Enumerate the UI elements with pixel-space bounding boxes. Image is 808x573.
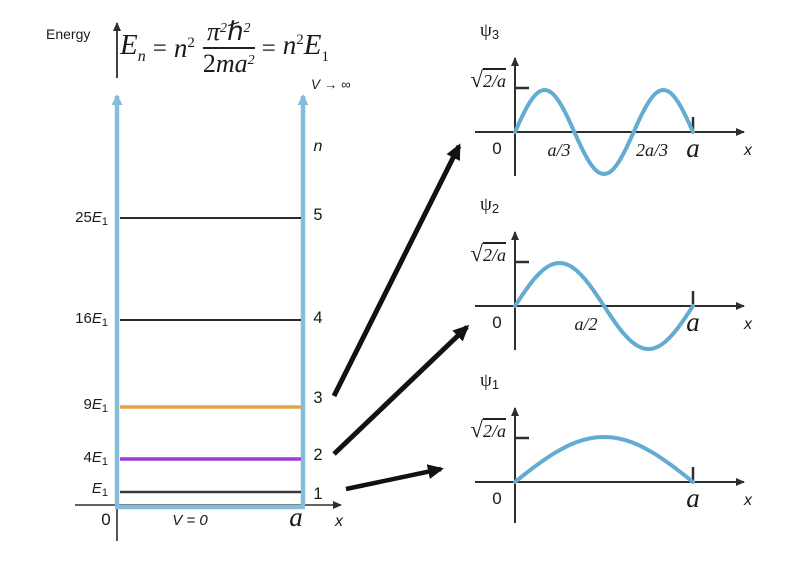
well-width-label: a: [289, 502, 303, 532]
psi1-x-axis-label: x: [744, 492, 752, 509]
formula-equals-1: =: [152, 34, 167, 62]
arrow-n1-to-psi1: [345, 464, 444, 492]
formula-lhs: En: [120, 29, 146, 65]
psi1-origin-label: 0: [492, 489, 502, 508]
psi3-tick-a3: a/3: [547, 140, 571, 160]
psi3-wave-curve: [513, 87, 695, 177]
psi2-label: ψ2: [480, 194, 500, 216]
psi1-amplitude-label: √2/a: [470, 417, 506, 442]
psi3-x-axis-label: x: [744, 142, 752, 159]
formula-n-squared: n2: [173, 32, 195, 63]
psi2-amplitude-label: √2/a: [470, 241, 506, 266]
level-label-16E1: 16E1: [75, 310, 108, 329]
energy-axis-label: Energy: [46, 26, 91, 42]
psi1-end-label: a: [686, 483, 700, 513]
psi2-tick-a2: a/2: [574, 314, 598, 334]
formula-rhs: n2E1: [282, 29, 329, 65]
level-label-9E1: 9E1: [83, 396, 108, 415]
level-label-E1: E1: [91, 480, 108, 499]
fraction-bar: [202, 47, 255, 49]
psi3-amplitude-label: √2/a: [470, 67, 506, 92]
psi3-label: ψ3: [480, 20, 500, 42]
formula-denominator: 2ma2: [202, 49, 255, 78]
formula-equals-2: =: [261, 34, 276, 62]
well-origin-label: 0: [101, 510, 111, 529]
psi1-wave-curve: [513, 434, 695, 484]
n-value-2: 2: [313, 446, 323, 464]
wall-potential-label: V → ∞: [311, 77, 351, 92]
psi1-label: ψ1: [480, 370, 500, 392]
n-column-header: n: [313, 138, 323, 155]
n-value-5: 5: [313, 206, 323, 224]
psi3-tick-2a3: 2a/3: [635, 140, 668, 160]
level-label-25E1: 25E1: [75, 209, 108, 228]
energy-formula: En = n2 π2ℏ2 2ma2 = n2E1: [120, 17, 329, 79]
potential-zero-label: V = 0: [172, 512, 208, 529]
psi2-end-label: a: [686, 307, 700, 337]
n-value-1: 1: [313, 485, 323, 503]
arrow-n3-to-psi3: [331, 143, 462, 398]
well-x-axis-label: x: [335, 513, 343, 530]
psi2-wave-curve: [513, 260, 695, 352]
psi3-origin-label: 0: [492, 139, 502, 158]
formula-fraction: π2ℏ2 2ma2: [202, 17, 255, 78]
level-label-4E1: 4E1: [83, 449, 108, 468]
psi3-end-label: a: [686, 133, 700, 163]
n-value-4: 4: [313, 309, 323, 327]
formula-numerator: π2ℏ2: [206, 17, 251, 46]
psi2-origin-label: 0: [492, 313, 502, 332]
arrow-n2-to-psi2: [332, 324, 470, 456]
psi2-x-axis-label: x: [744, 316, 752, 333]
n-value-3: 3: [313, 389, 323, 407]
